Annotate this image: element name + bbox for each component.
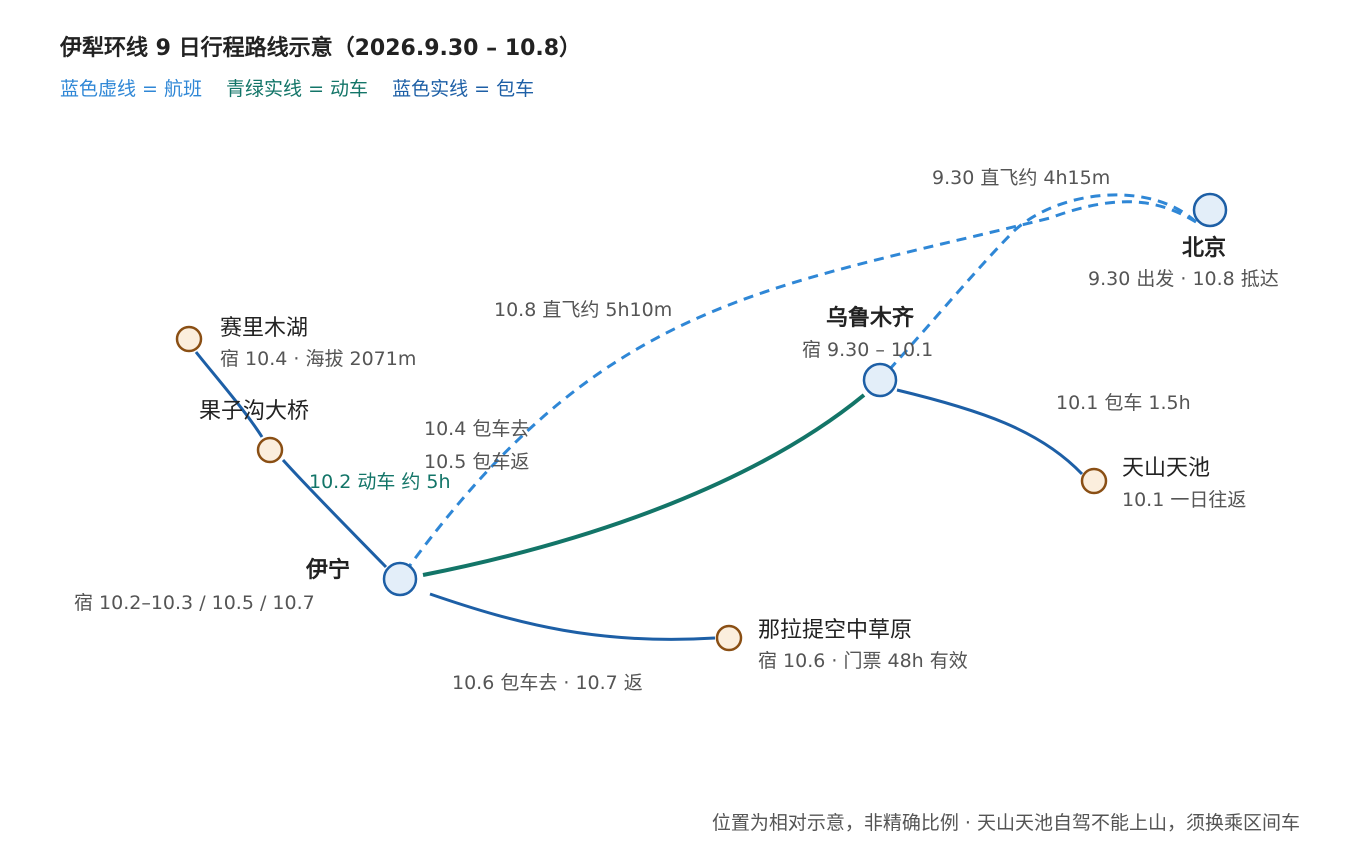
footnote: 位置为相对示意，非精确比例 · 天山天池自驾不能上山，须换乘区间车 xyxy=(711,812,1300,834)
node-urumqi-name: 乌鲁木齐 xyxy=(826,306,915,331)
node-tianchi-sub: 10.1 一日往返 xyxy=(1122,489,1247,511)
edge-tianchi-car-label: 10.1 包车 1.5h xyxy=(1056,392,1191,414)
car-route-sayram xyxy=(281,458,388,569)
train-route xyxy=(422,393,866,577)
car-route-tianchi xyxy=(896,388,1084,476)
node-tianchi-name: 天山天池 xyxy=(1122,456,1211,481)
node-yining-sub: 宿 10.2–10.3 / 10.5 / 10.7 xyxy=(74,592,315,614)
edge-flight-return-label: 10.8 直飞约 5h10m xyxy=(494,299,673,321)
flight-route-outbound xyxy=(878,193,1198,382)
edge-train-label: 10.2 动车 约 5h xyxy=(309,471,451,493)
flight-route-return xyxy=(398,200,1197,580)
legend-train: 青绿实线 = 动车 xyxy=(226,78,369,100)
legend-car: 蓝色实线 = 包车 xyxy=(392,78,535,100)
edge-flight-outbound-label: 9.30 直飞约 4h15m xyxy=(932,167,1111,189)
edge-nalati-car-label: 10.6 包车去 · 10.7 返 xyxy=(452,672,643,694)
node-beijing-sub: 9.30 出发 · 10.8 抵达 xyxy=(1088,268,1279,290)
diagram-title: 伊犁环线 9 日行程路线示意（2026.9.30 – 10.8） xyxy=(60,36,582,61)
node-beijing-marker xyxy=(1192,192,1228,228)
node-yining-name: 伊宁 xyxy=(306,558,351,583)
node-sayram-name: 赛里木湖 xyxy=(220,316,309,341)
legend-flight: 蓝色虚线 = 航班 xyxy=(60,78,202,100)
node-sayram-marker xyxy=(175,325,203,353)
node-nalati-marker xyxy=(715,624,743,652)
node-nalati-name: 那拉提空中草原 xyxy=(758,618,913,643)
edge-sayram-car-go-label: 10.4 包车去 xyxy=(424,418,530,440)
node-guozigou-name: 果子沟大桥 xyxy=(199,399,310,424)
car-route-sayram-upper xyxy=(194,351,264,438)
node-sayram-sub: 宿 10.4 · 海拔 2071m xyxy=(220,348,417,370)
node-beijing-name: 北京 xyxy=(1182,236,1227,261)
node-urumqi-sub: 宿 9.30 – 10.1 xyxy=(802,339,934,361)
car-route-nalati xyxy=(429,592,716,641)
node-nalati-sub: 宿 10.6 · 门票 48h 有效 xyxy=(758,650,968,672)
node-urumqi-marker xyxy=(862,362,898,398)
legend: 蓝色虚线 = 航班 青绿实线 = 动车 蓝色实线 = 包车 xyxy=(60,74,552,101)
node-tianchi-marker xyxy=(1080,467,1108,495)
edge-sayram-car-back-label: 10.5 包车返 xyxy=(424,451,530,473)
node-guozigou-marker xyxy=(256,436,284,464)
node-yining-marker xyxy=(382,561,418,597)
